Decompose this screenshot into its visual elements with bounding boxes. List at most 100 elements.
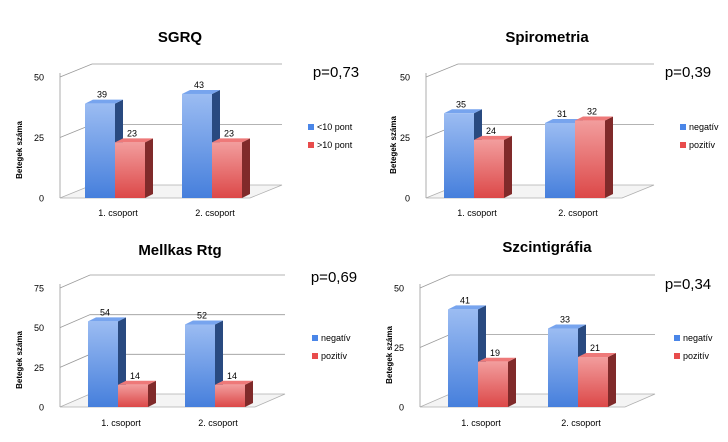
bar-side [504,135,512,198]
data-label: 33 [560,314,570,324]
chart-panel-1: SGRQ p=0,73 0 25 50 Betegek száma 39 23 1. csopo… [15,29,359,218]
bar-front [578,357,608,407]
bar-side [608,353,616,407]
legend-label: negatív [689,122,719,132]
bar-front [215,384,245,407]
bar-side [245,380,253,407]
legend-swatch [312,353,318,359]
p-value-label: p=0,73 [313,64,359,81]
chart-title: Mellkas Rtg [138,242,221,259]
gridline [425,63,654,78]
data-label: 23 [127,128,137,138]
y-tick-label: 25 [394,343,404,353]
legend-swatch [312,335,318,341]
bar-top [215,380,253,385]
y-tick-label: 25 [34,133,44,143]
bar-front [478,361,508,407]
chart-panel-3: Mellkas Rtg p=0,69 0 25 50 75 Betegek száma 54 1… [15,242,357,428]
bar-front [548,328,578,407]
y-tick-label: 50 [394,284,404,294]
chart-title: Szcintigráfia [502,239,592,256]
legend-label: pozitív [321,351,348,361]
data-label: 23 [224,128,234,138]
bar-front [545,122,575,198]
legend-label: pozitív [683,351,710,361]
bar-front [118,384,148,407]
bar-series2: 32 [575,107,613,198]
x-tick-label: 2. csoport [558,208,598,218]
data-label: 14 [227,371,237,381]
x-tick-label: 2. csoport [561,418,601,428]
p-value-label: p=0,34 [665,276,711,293]
x-tick-label: 1. csoport [98,208,138,218]
bar-front [474,139,504,198]
data-label: 24 [486,126,496,136]
chart-panel-4: Szcintigráfia p=0,34 0 25 50 Betegek száma 41 1… [385,239,713,428]
bar-top [474,135,512,140]
bar-series2: 23 [212,128,250,198]
bar-top [85,99,123,104]
bar-series2: 14 [118,371,156,407]
legend-swatch [680,124,686,130]
data-label: 31 [557,109,567,119]
bar-series2: 24 [474,126,512,198]
bar-top [185,320,223,325]
data-label: 32 [587,107,597,117]
bar-top [548,324,586,329]
data-label: 41 [460,295,470,305]
data-label: 43 [194,80,204,90]
bar-side [605,116,613,198]
y-axis-title: Betegek száma [385,326,394,384]
bar-top [478,357,516,362]
bar-series2: 23 [115,128,153,198]
bar-top [88,317,126,322]
x-tick-label: 1. csoport [461,418,501,428]
data-label: 39 [97,90,107,100]
y-tick-label: 0 [399,403,404,413]
chart-panel-2: Spirometria p=0,39 0 25 50 Betegek száma 35 24 1… [389,29,719,218]
bar-side [242,138,250,198]
y-tick-label: 75 [34,284,44,294]
bar-top [575,116,613,121]
bar-top [448,305,486,310]
bar-front [448,309,478,407]
bar-front [185,324,215,407]
chart-title: SGRQ [158,29,203,46]
bar-front [85,103,115,198]
bar-top [545,118,583,123]
gridline [59,274,285,289]
x-tick-label: 2. csoport [195,208,235,218]
y-tick-label: 0 [39,194,44,204]
y-tick-label: 50 [34,323,44,333]
legend-swatch [680,142,686,148]
y-axis-title: Betegek száma [389,116,398,174]
chart-title: Spirometria [505,29,589,46]
y-tick-label: 25 [400,133,410,143]
gridline [59,63,282,78]
data-label: 52 [197,310,207,320]
legend-label: pozitív [689,140,716,150]
bar-series2: 14 [215,371,253,407]
data-label: 19 [490,348,500,358]
bar-front [575,120,605,198]
bar-side [148,380,156,407]
bar-series2: 21 [578,343,616,407]
x-tick-label: 1. csoport [457,208,497,218]
data-label: 35 [456,99,466,109]
bar-series1: 35 [444,99,482,198]
x-tick-label: 1. csoport [101,418,141,428]
y-tick-label: 50 [34,73,44,83]
bar-series2: 19 [478,348,516,407]
legend-swatch [308,124,314,130]
bar-side [145,138,153,198]
x-tick-label: 2. csoport [198,418,238,428]
y-tick-label: 50 [400,73,410,83]
y-tick-label: 25 [34,363,44,373]
legend-swatch [674,353,680,359]
legend-label: negatív [321,333,351,343]
y-axis-title: Betegek száma [15,121,24,179]
data-label: 14 [130,371,140,381]
bar-top [118,380,156,385]
legend-label: <10 pont [317,122,353,132]
